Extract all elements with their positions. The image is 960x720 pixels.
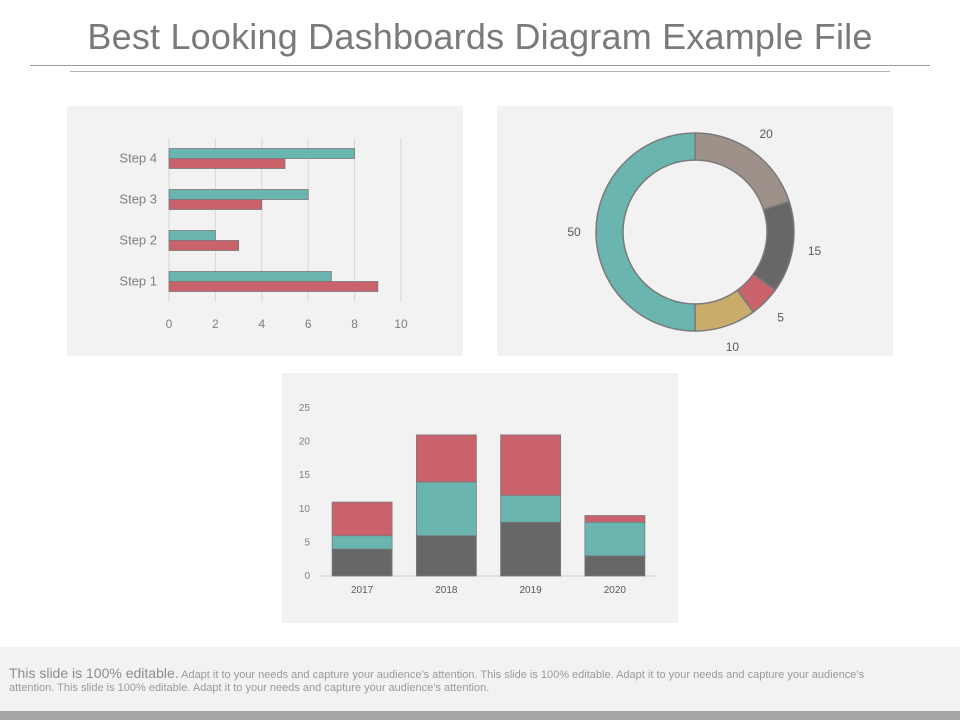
bar <box>168 199 263 210</box>
bar <box>168 189 309 200</box>
y-tick-label: 0 <box>304 571 310 582</box>
slice-label: 15 <box>808 244 822 258</box>
y-tick-label: 5 <box>304 537 310 548</box>
stacked-column-chart-panel: 0 5 10 15 20 25 2017 2018 2019 2020 <box>282 373 678 623</box>
column-segment <box>415 434 477 483</box>
donut-slice <box>752 200 795 292</box>
y-tick-label: 15 <box>299 470 311 481</box>
bar <box>168 230 216 241</box>
column-segment <box>500 521 562 577</box>
page-title: Best Looking Dashboards Diagram Example … <box>87 16 873 57</box>
donut-slice <box>595 132 696 332</box>
bar <box>168 158 286 169</box>
title-divider <box>30 65 930 66</box>
slice-label: 5 <box>777 311 784 325</box>
footer-note: This slide is 100% editable. Adapt it to… <box>0 647 960 711</box>
bar <box>168 148 356 159</box>
column-segment <box>584 521 646 557</box>
slice-label: 50 <box>567 225 581 239</box>
footer-lead: This slide is 100% editable. <box>9 665 179 681</box>
category-label: 2019 <box>520 585 543 596</box>
bottom-bar <box>0 711 960 720</box>
x-tick-label: 10 <box>394 317 408 331</box>
column-segment <box>584 515 646 523</box>
column-segment <box>415 481 477 537</box>
x-tick-label: 2 <box>212 317 219 331</box>
horizontal-bar-chart-panel: 0 2 4 6 8 10 Step 1 Step 2 Step 3 Step 4 <box>67 106 463 356</box>
donut-chart: 20 15 5 10 50 <box>567 127 822 354</box>
category-label: 2017 <box>351 585 374 596</box>
column-segment <box>500 494 562 523</box>
category-label: Step 2 <box>119 233 157 248</box>
column-segment <box>584 555 646 577</box>
y-tick-label: 10 <box>299 504 311 515</box>
x-tick-label: 0 <box>166 317 173 331</box>
column-segment <box>331 535 393 550</box>
slice-label: 10 <box>726 340 740 354</box>
y-tick-label: 25 <box>299 403 311 414</box>
y-tick-label: 20 <box>299 437 311 448</box>
x-tick-label: 6 <box>305 317 312 331</box>
stacked-column-chart: 0 5 10 15 20 25 2017 2018 2019 2020 <box>299 403 657 596</box>
slice-label: 20 <box>759 127 773 141</box>
column-segment <box>331 501 393 537</box>
category-label: 2020 <box>604 585 627 596</box>
footer-text: This slide is 100% editable. Adapt it to… <box>9 665 909 695</box>
horizontal-bar-chart: 0 2 4 6 8 10 Step 1 Step 2 Step 3 Step 4 <box>119 138 408 331</box>
column-segment <box>331 548 393 577</box>
footer-body: Adapt it to your needs and capture your … <box>9 669 865 694</box>
category-label: Step 4 <box>119 151 157 166</box>
category-label: 2018 <box>435 585 458 596</box>
donut-chart-panel: 20 15 5 10 50 <box>497 106 893 356</box>
bar <box>168 271 332 282</box>
column-segment <box>415 535 477 577</box>
category-label: Step 3 <box>119 192 157 207</box>
title-divider-secondary <box>70 71 890 72</box>
bar <box>168 240 239 251</box>
category-label: Step 1 <box>119 274 157 289</box>
x-tick-label: 4 <box>258 317 265 331</box>
bar <box>168 281 379 292</box>
x-tick-label: 8 <box>351 317 358 331</box>
column-segment <box>500 434 562 496</box>
donut-slice <box>694 132 791 211</box>
